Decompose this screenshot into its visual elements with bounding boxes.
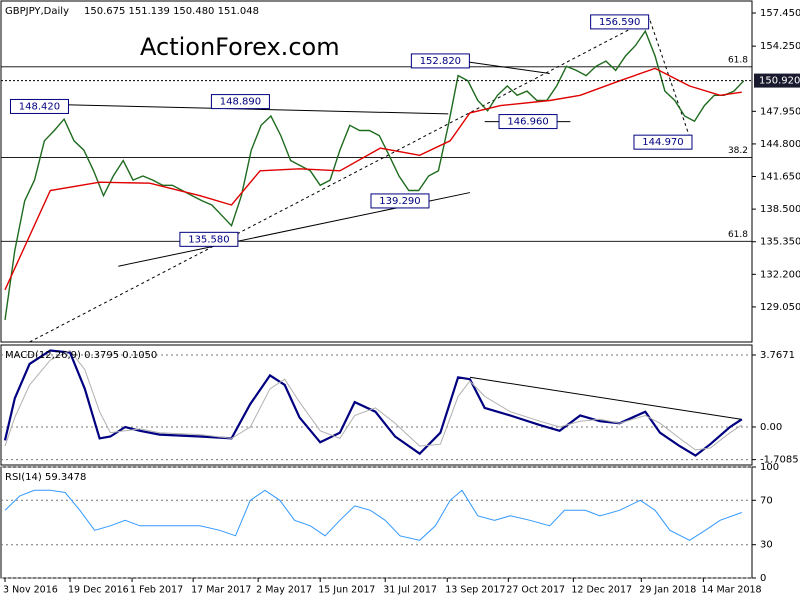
annotation-label: 146.960 [507, 117, 548, 128]
y-tick-label: 138.500 [760, 204, 800, 215]
annotation-box [9, 98, 69, 114]
y-tick-label: 129.050 [760, 302, 800, 313]
annotation-box [410, 53, 470, 69]
y-tick-label: 141.650 [760, 172, 800, 183]
price-line [3, 349, 743, 457]
panel-frame [0, 0, 753, 343]
y-tick-label: 3.7671 [760, 350, 795, 361]
annotation-box [179, 231, 239, 247]
trendline [29, 18, 651, 343]
y-tick-label: -1.7085 [760, 455, 799, 466]
y-tick-label: 132.200 [760, 269, 800, 280]
trendline [469, 376, 742, 420]
panel-title: MACD(12,26,9) 0.3795 0.1050 [5, 350, 157, 361]
y-tick-label: 100 [760, 462, 779, 473]
annotation-label: 148.890 [220, 97, 261, 108]
annotation-label: 156.590 [599, 17, 640, 28]
annotation-label: 152.820 [420, 56, 461, 67]
x-tick-label: 19 Dec 2016 [68, 585, 129, 596]
annotation-box [370, 193, 430, 209]
y-tick-label: 135.350 [760, 237, 800, 248]
annotation-box [498, 114, 558, 130]
annotation-label: 148.420 [19, 101, 60, 112]
y-tick-label: 0.00 [760, 422, 782, 433]
last-price-box [754, 73, 800, 88]
x-tick-label: 27 Oct 2017 [506, 585, 565, 596]
level-label: 61.8 [728, 55, 748, 65]
panel-title: GBPJPY,Daily [5, 6, 69, 17]
y-tick-label: 147.950 [760, 106, 800, 117]
annotation-box [590, 14, 650, 30]
price-line [4, 489, 742, 541]
panel-title: RSI(14) 59.3478 [5, 472, 86, 483]
y-tick-label: 30 [760, 540, 773, 551]
annotation-box [210, 94, 270, 110]
x-tick-label: 14 Mar 2018 [701, 585, 761, 596]
annotation-label: 144.970 [642, 137, 683, 148]
x-tick-label: 15 Jun 2017 [318, 585, 375, 596]
last-price-label: 150.920 [759, 76, 800, 87]
trendline [60, 104, 449, 115]
annotation-label: 135.580 [188, 234, 229, 245]
price-line [4, 29, 745, 320]
x-tick-label: 1 Feb 2017 [130, 585, 183, 596]
y-tick-label: 154.250 [760, 41, 800, 52]
indicator-line [4, 67, 742, 291]
y-tick-label: 157.450 [760, 8, 800, 19]
annotation-box [633, 134, 693, 150]
level-label: 38.2 [728, 146, 748, 156]
panel-subtitle: 150.675 151.139 150.480 151.048 [84, 6, 259, 17]
x-tick-label: 13 Sep 2017 [445, 585, 505, 596]
trendline [461, 60, 550, 75]
panel-frame [0, 344, 753, 466]
x-tick-label: 29 Jan 2018 [639, 585, 696, 596]
level-label: 61.8 [728, 230, 748, 240]
x-tick-label: 17 Mar 2017 [191, 585, 251, 596]
y-tick-label: 0 [760, 573, 766, 584]
x-tick-label: 31 Jul 2017 [383, 585, 437, 596]
x-tick-label: 3 Nov 2016 [3, 585, 58, 596]
x-tick-label: 2 May 2017 [256, 585, 312, 596]
y-tick-label: 70 [760, 495, 773, 506]
annotation-label: 139.290 [379, 196, 420, 207]
watermark: ActionForex.com [140, 33, 340, 61]
y-tick-label: 144.800 [760, 139, 800, 150]
x-tick-label: 12 Dec 2017 [571, 585, 632, 596]
indicator-line [4, 349, 743, 451]
